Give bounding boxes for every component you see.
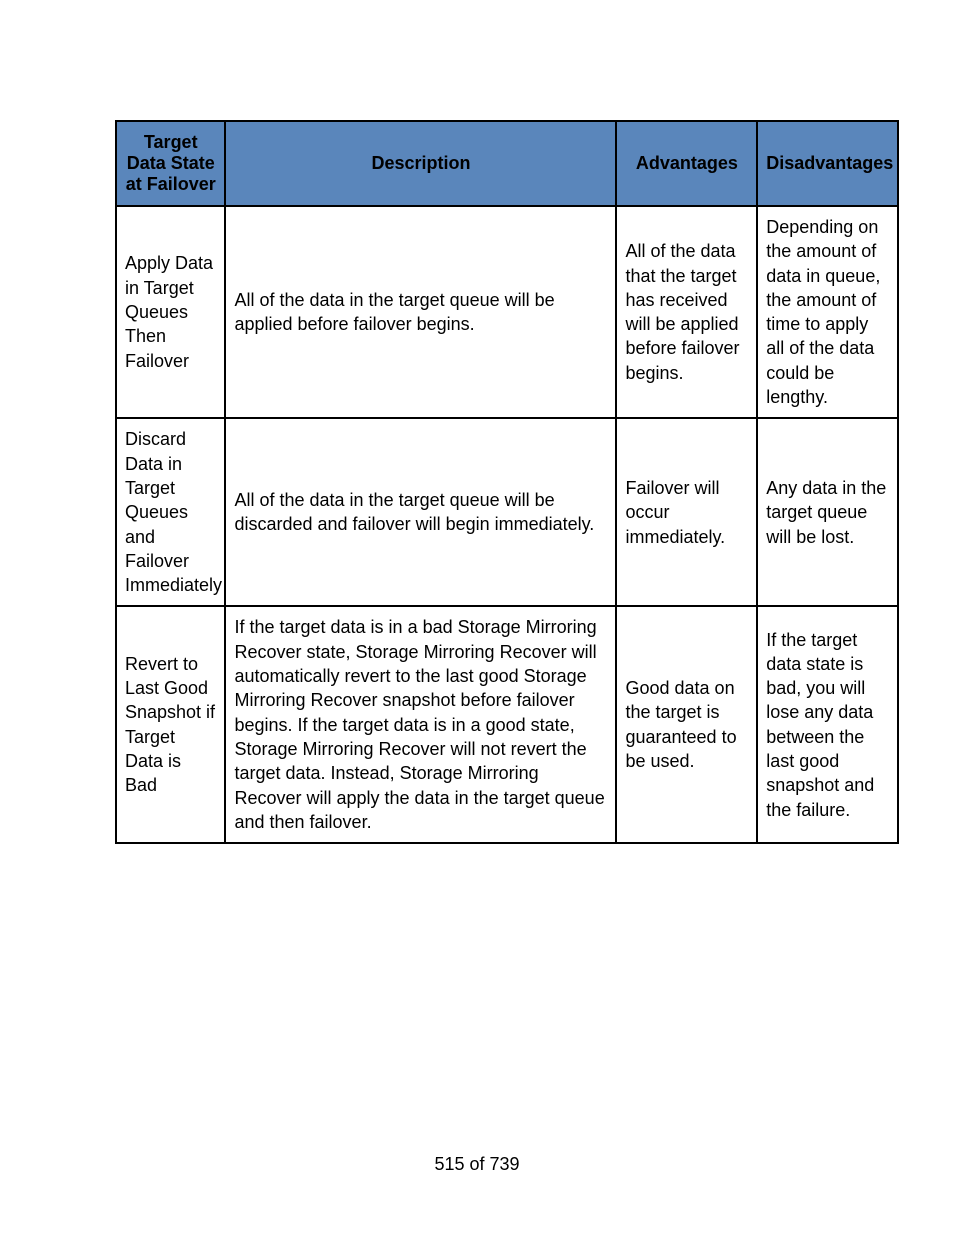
cell-advantages: Failover will occur immediately.	[616, 418, 757, 606]
page-number: 515 of 739	[0, 1154, 954, 1175]
header-description: Description	[225, 121, 616, 206]
cell-state: Revert to Last Good Snapshot if Target D…	[116, 606, 225, 843]
cell-disadvantages: If the target data state is bad, you wil…	[757, 606, 898, 843]
cell-state: Apply Data in Target Queues Then Failove…	[116, 206, 225, 418]
header-advantages: Advantages	[616, 121, 757, 206]
cell-advantages: Good data on the target is guaranteed to…	[616, 606, 757, 843]
header-row: Target Data State at Failover Descriptio…	[116, 121, 898, 206]
table-row: Apply Data in Target Queues Then Failove…	[116, 206, 898, 418]
table-row: Revert to Last Good Snapshot if Target D…	[116, 606, 898, 843]
cell-disadvantages: Any data in the target queue will be los…	[757, 418, 898, 606]
table-body: Apply Data in Target Queues Then Failove…	[116, 206, 898, 843]
cell-description: All of the data in the target queue will…	[225, 206, 616, 418]
cell-description: If the target data is in a bad Storage M…	[225, 606, 616, 843]
page-container: Target Data State at Failover Descriptio…	[0, 0, 954, 844]
table-header: Target Data State at Failover Descriptio…	[116, 121, 898, 206]
failover-table: Target Data State at Failover Descriptio…	[115, 120, 899, 844]
table-row: Discard Data in Target Queues and Failov…	[116, 418, 898, 606]
cell-advantages: All of the data that the target has rece…	[616, 206, 757, 418]
header-disadvantages: Disadvantages	[757, 121, 898, 206]
cell-description: All of the data in the target queue will…	[225, 418, 616, 606]
header-state: Target Data State at Failover	[116, 121, 225, 206]
cell-state: Discard Data in Target Queues and Failov…	[116, 418, 225, 606]
cell-disadvantages: Depending on the amount of data in queue…	[757, 206, 898, 418]
